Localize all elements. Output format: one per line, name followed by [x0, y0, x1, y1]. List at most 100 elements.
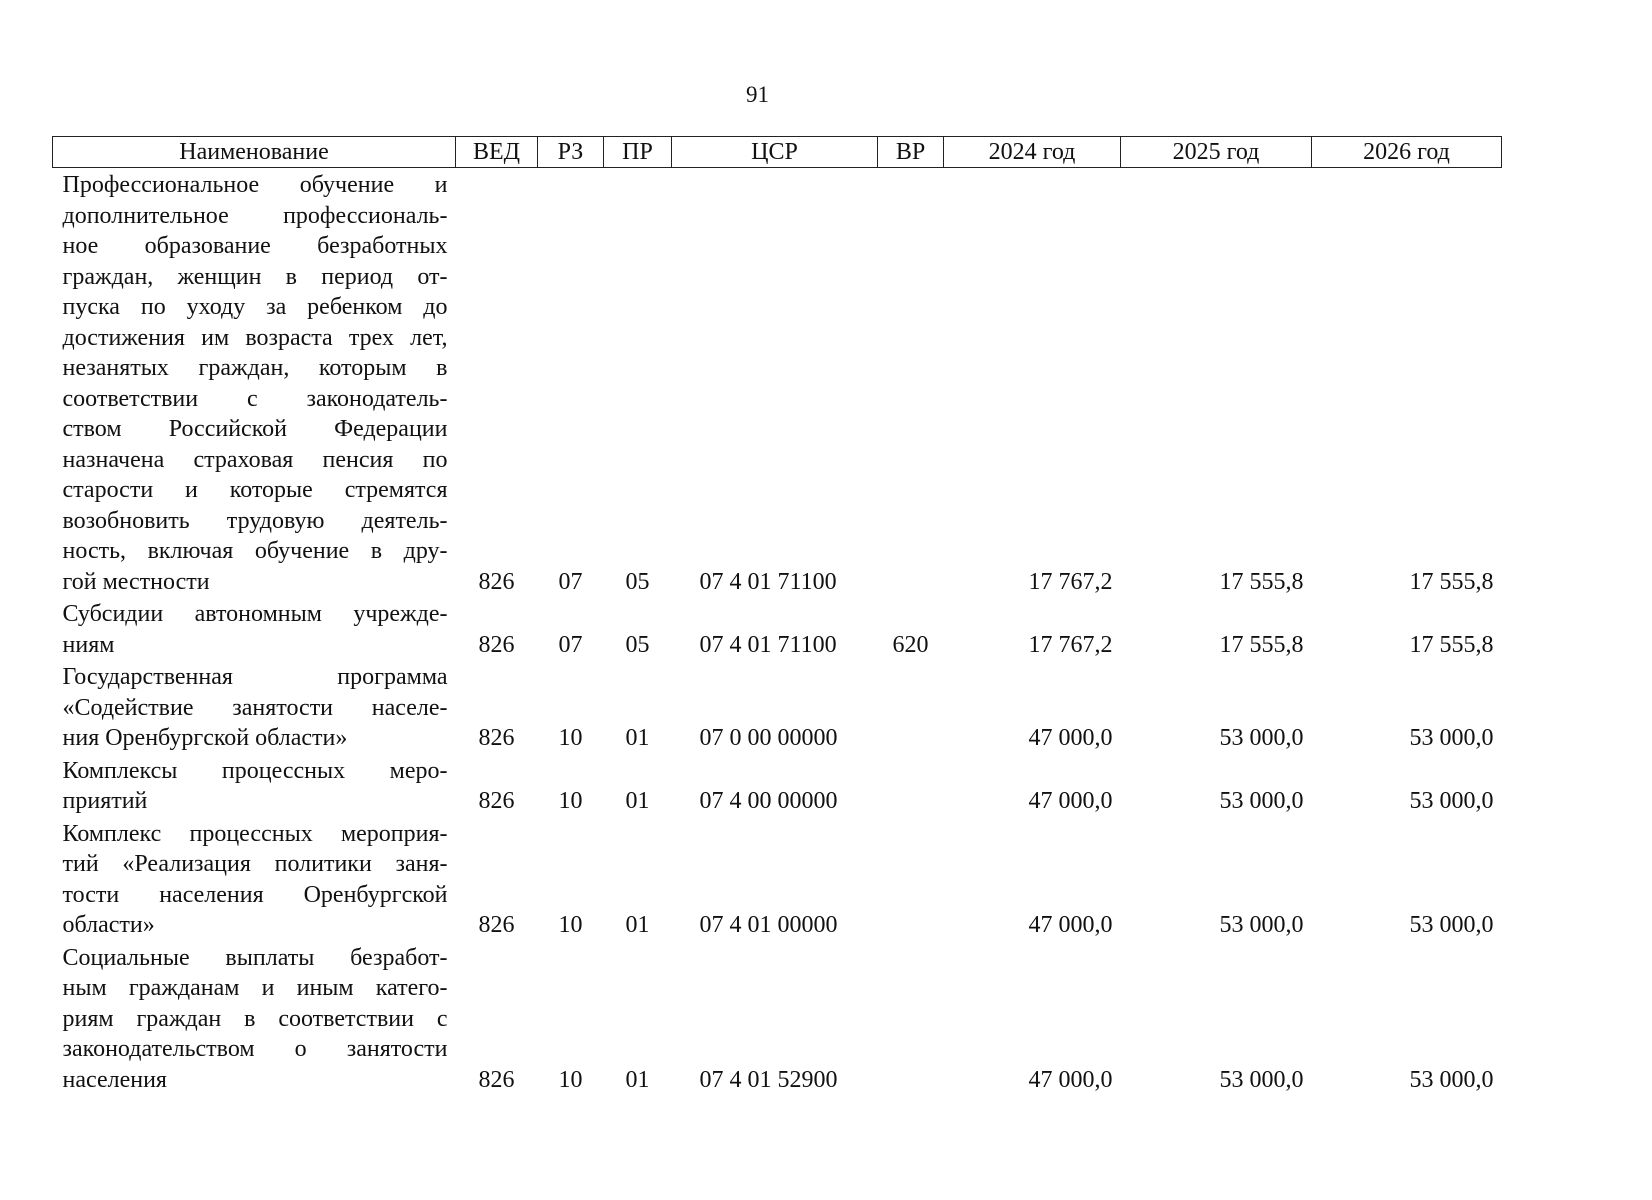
name-line: Социальные выплаты безработ- — [62, 944, 448, 971]
header-2026: 2026 год — [1311, 136, 1502, 168]
cell-pr: 05 — [625, 568, 650, 595]
cell-ved: 826 — [478, 568, 515, 595]
cell-csr: 07 4 01 00000 — [699, 912, 838, 938]
name-line: Комплекс процессных мероприя- — [62, 820, 448, 847]
cell-vr — [878, 941, 944, 1096]
header-2024: 2024 год — [943, 136, 1121, 168]
name-line: ность, включая обучение в дру- — [62, 538, 448, 564]
cell-csr: 07 4 00 00000 — [699, 788, 838, 814]
cell-ved: 826 — [478, 1066, 515, 1093]
table-row: Комплексы процессных меро-приятий 826 10 01… — [53, 754, 1502, 817]
name-line: законодательством о занятости — [62, 1036, 448, 1062]
name-line: области» — [62, 912, 155, 938]
table-row: Социальные выплаты безработ-ным граждана… — [53, 941, 1502, 1096]
cell-y2024: 17 767,2 — [1028, 631, 1113, 658]
name-line: незанятых граждан, которым в — [62, 355, 448, 381]
cell-rz: 07 — [558, 631, 583, 658]
cell-y2024: 47 000,0 — [1028, 912, 1113, 938]
cell-csr: 07 4 01 52900 — [699, 1066, 838, 1093]
cell-ved: 826 — [478, 912, 515, 938]
cell-vr — [878, 168, 944, 598]
cell-vr — [878, 660, 944, 754]
row-name: Профессиональное обучение и дополнительно… — [53, 168, 456, 598]
cell-ved: 826 — [478, 631, 515, 658]
cell-csr: 07 4 01 71100 — [699, 631, 837, 658]
table-header-row: Наименование ВЕД РЗ ПР ЦСР ВР 2024 год 2… — [52, 136, 1502, 168]
name-line: тий «Реализация политики заня- — [62, 851, 448, 877]
cell-vr — [878, 754, 944, 817]
table-row: Профессиональное обучение и дополнительно… — [53, 168, 1502, 598]
name-line: граждан, женщин в период от- — [62, 263, 448, 290]
row-name: Комплекс процессных мероприя-тий «Реализ… — [53, 817, 456, 941]
cell-ved: 826 — [478, 725, 515, 751]
name-line: ством Российской Федерации — [62, 416, 448, 442]
cell-pr: 01 — [625, 788, 650, 814]
cell-y2026: 53 000,0 — [1409, 912, 1494, 938]
name-line: «Содействие занятости населе- — [62, 694, 448, 721]
name-line: возобновить трудовую деятель- — [62, 507, 448, 534]
cell-vr: 620 — [892, 631, 929, 658]
cell-y2025: 53 000,0 — [1219, 725, 1304, 751]
row-name: Субсидии автономным учрежде-ниям — [53, 597, 456, 660]
cell-y2024: 47 000,0 — [1028, 1066, 1113, 1093]
cell-y2025: 17 555,8 — [1219, 568, 1304, 595]
cell-pr: 01 — [625, 1066, 650, 1093]
name-line: тости населения Оренбургской — [62, 881, 448, 908]
name-line: пуска по уходу за ребенком до — [62, 294, 448, 320]
cell-y2024: 47 000,0 — [1028, 788, 1113, 814]
header-name: Наименование — [52, 136, 456, 168]
table-row: Комплекс процессных мероприя-тий «Реализ… — [53, 817, 1502, 941]
name-line: приятий — [62, 788, 148, 814]
cell-y2025: 53 000,0 — [1219, 788, 1304, 814]
row-name: Комплексы процессных меро-приятий — [53, 754, 456, 817]
cell-pr: 05 — [625, 631, 650, 658]
cell-rz: 10 — [558, 725, 583, 751]
name-line: ным гражданам и иным катего- — [62, 975, 448, 1001]
header-vr: ВР — [877, 136, 944, 168]
cell-ved: 826 — [478, 788, 515, 814]
cell-vr — [878, 817, 944, 941]
cell-rz: 10 — [558, 1066, 583, 1093]
name-line: дополнительное профессиональ- — [62, 202, 448, 229]
name-line: ное образование безработных — [62, 233, 448, 259]
name-line: соответствии с законодатель- — [62, 385, 448, 412]
cell-rz: 07 — [558, 568, 583, 595]
cell-pr: 01 — [625, 912, 650, 938]
row-name: Государственная программа «Содействие зан… — [53, 660, 456, 754]
budget-table: Наименование ВЕД РЗ ПР ЦСР ВР 2024 год 2… — [52, 136, 1502, 1095]
cell-rz: 10 — [558, 788, 583, 814]
table-row: Государственная программа «Содействие зан… — [53, 660, 1502, 754]
name-line: старости и которые стремятся — [62, 477, 448, 503]
cell-y2024: 47 000,0 — [1028, 725, 1113, 751]
name-line: достижения им возраста трех лет, — [62, 324, 448, 351]
name-line: Профессиональное обучение и — [62, 172, 448, 198]
header-pr: ПР — [603, 136, 672, 168]
cell-y2026: 17 555,8 — [1409, 568, 1494, 595]
cell-y2024: 17 767,2 — [1028, 568, 1113, 595]
name-line: Субсидии автономным учрежде- — [62, 601, 448, 627]
name-line: населения — [62, 1066, 167, 1093]
cell-csr: 07 0 00 00000 — [699, 725, 838, 751]
cell-csr: 07 4 01 71100 — [699, 568, 837, 595]
page-number: 91 — [746, 82, 769, 107]
cell-rz: 10 — [558, 912, 583, 938]
name-line: гой местности — [62, 568, 210, 595]
header-csr: ЦСР — [671, 136, 878, 168]
header-rz: РЗ — [537, 136, 604, 168]
cell-y2026: 17 555,8 — [1409, 631, 1494, 658]
row-name: Социальные выплаты безработ-ным граждана… — [53, 941, 456, 1096]
cell-y2025: 17 555,8 — [1219, 631, 1304, 658]
header-2025: 2025 год — [1120, 136, 1312, 168]
cell-y2025: 53 000,0 — [1219, 912, 1304, 938]
name-line: риям граждан в соответствии с — [62, 1005, 448, 1032]
cell-y2026: 53 000,0 — [1409, 1066, 1494, 1093]
cell-pr: 01 — [625, 725, 650, 751]
cell-y2026: 53 000,0 — [1409, 788, 1494, 814]
name-line: ниям — [62, 631, 115, 658]
name-line: назначена страховая пенсия по — [62, 446, 448, 473]
name-line: Государственная программа — [62, 664, 448, 690]
name-line: Комплексы процессных меро- — [62, 757, 448, 784]
table-row: Субсидии автономным учрежде-ниям 826 07 05 0… — [53, 597, 1502, 660]
header-ved: ВЕД — [455, 136, 538, 168]
name-line: ния Оренбургской области» — [62, 725, 348, 751]
